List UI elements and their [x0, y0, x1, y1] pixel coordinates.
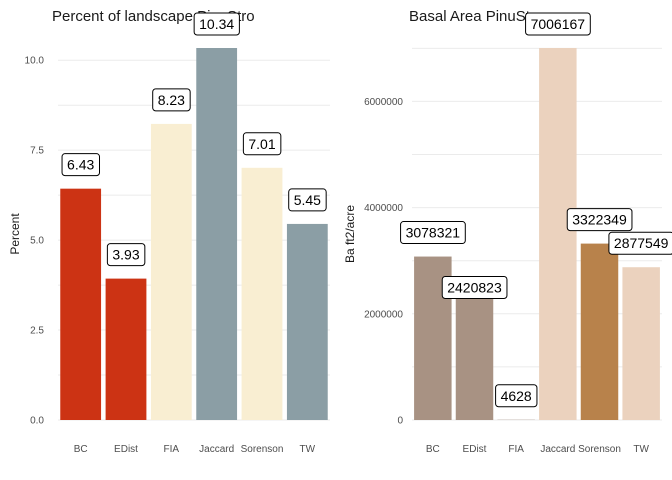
data-label-box [152, 88, 191, 112]
data-label-text: 2877549 [614, 235, 669, 251]
data-label: 10.34 [193, 12, 240, 36]
data-label-box [193, 12, 240, 36]
x-tick-label: FIA [164, 444, 180, 455]
data-label-text: 7006167 [531, 16, 586, 32]
data-label: 3.93 [106, 243, 146, 267]
data-label: 4628 [495, 384, 538, 408]
data-label-box [525, 12, 591, 36]
data-label: 8.23 [152, 88, 191, 112]
x-tick-label: TW [300, 444, 316, 455]
data-label-box [495, 384, 538, 408]
x-tick-label: BC [74, 444, 88, 455]
data-label-text: 5.45 [294, 192, 321, 208]
data-label: 2877549 [608, 231, 672, 255]
data-label-text: 7.01 [248, 136, 275, 152]
bar-jaccard [539, 48, 577, 420]
data-label-box [608, 231, 672, 255]
data-label-text: 3322349 [572, 212, 627, 228]
data-label-box [400, 221, 466, 245]
data-label: 3322349 [566, 208, 633, 232]
x-tick-label: Sorenson [241, 444, 284, 455]
x-tick-label: EDist [114, 444, 138, 455]
data-label-box [106, 243, 146, 267]
basal-area-panel: Basal Area PinuStro Ba ft2/acre 0 2000000 40… [343, 8, 672, 455]
y-tick-label: 2.5 [30, 326, 44, 337]
data-label: 7006167 [525, 12, 591, 36]
data-label: 7.01 [242, 132, 282, 156]
data-label: 2420823 [441, 275, 508, 299]
y-tick-label: 2000000 [364, 309, 403, 320]
bar-edist [455, 291, 494, 420]
data-label-text: 8.23 [158, 92, 185, 108]
data-label-box [566, 208, 633, 232]
data-label-text: 3.93 [112, 247, 139, 263]
data-label-box [441, 275, 508, 299]
data-label-text: 6.43 [67, 157, 94, 173]
data-label: 6.43 [61, 153, 101, 177]
y-tick-label: 7.5 [30, 146, 44, 157]
y-tick-label: 10.0 [25, 56, 45, 67]
y-tick-label: 4000000 [364, 203, 403, 214]
bar-tw [286, 223, 328, 420]
bar-sorenson [580, 243, 619, 420]
data-label-box [242, 132, 282, 156]
bar-edist [105, 278, 147, 420]
y-tick-label: 0 [397, 416, 403, 427]
x-tick-label: TW [633, 444, 649, 455]
bar-tw [622, 267, 660, 420]
y-tick-label: 6000000 [364, 97, 403, 108]
data-label: 5.45 [288, 188, 327, 212]
x-tick-label: FIA [508, 444, 524, 455]
data-label-text: 4628 [501, 388, 532, 404]
chart-title: Basal Area PinuStro [409, 8, 543, 25]
x-tick-label: EDist [463, 444, 487, 455]
x-tick-label: Sorenson [578, 444, 621, 455]
data-label-text: 3078321 [406, 225, 461, 241]
bar-fia [150, 123, 192, 421]
y-tick-label: 0.0 [30, 416, 44, 427]
x-tick-label: Jaccard [199, 444, 234, 455]
data-label-box [288, 188, 327, 212]
bar-sorenson [241, 167, 283, 420]
y-tick-label: 5.0 [30, 236, 44, 247]
data-label-text: 2420823 [447, 279, 502, 295]
y-axis-label: Percent [8, 213, 22, 255]
x-tick-label: Jaccard [540, 444, 575, 455]
data-label: 3078321 [400, 221, 466, 245]
bar-bc [60, 188, 102, 420]
x-tick-label: BC [426, 444, 440, 455]
data-label-text: 10.34 [199, 16, 234, 32]
bar-jaccard [196, 48, 238, 420]
data-label-box [61, 153, 101, 177]
percent-panel: Percent of landscape PinuStroPercent0.02… [8, 8, 330, 455]
y-axis-label: Ba ft2/acre [343, 205, 357, 263]
